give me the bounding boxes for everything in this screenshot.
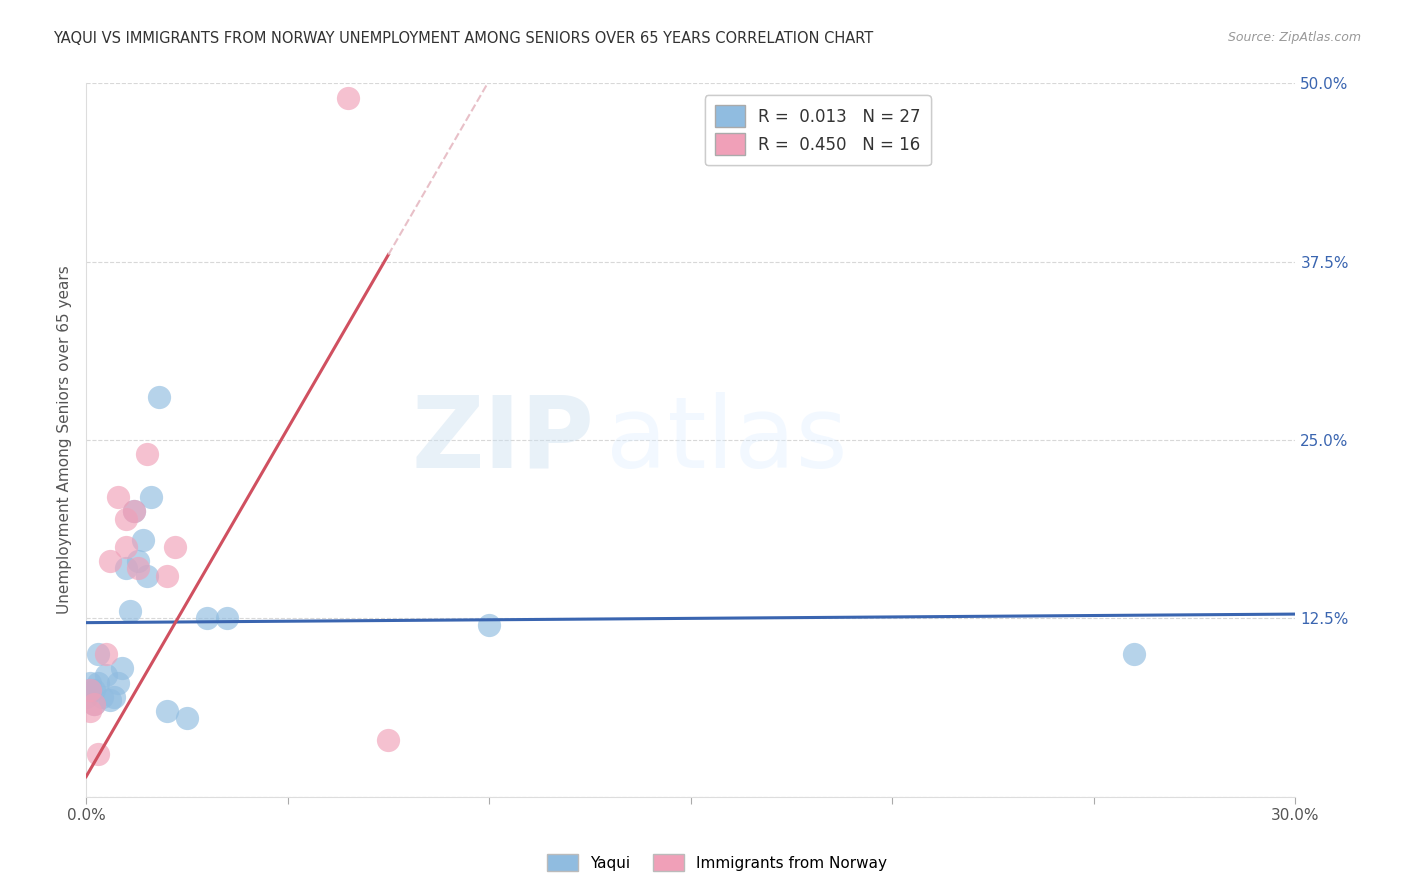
Point xyxy=(87,675,110,690)
Point xyxy=(103,690,125,704)
Point xyxy=(127,561,149,575)
Point xyxy=(96,668,118,682)
Y-axis label: Unemployment Among Seniors over 65 years: Unemployment Among Seniors over 65 years xyxy=(58,266,72,615)
Point xyxy=(87,647,110,661)
Point xyxy=(139,490,162,504)
Point xyxy=(377,732,399,747)
Point xyxy=(124,504,146,518)
Point xyxy=(156,704,179,718)
Point xyxy=(75,690,97,704)
Point xyxy=(195,611,218,625)
Point xyxy=(111,661,134,675)
Text: YAQUI VS IMMIGRANTS FROM NORWAY UNEMPLOYMENT AMONG SENIORS OVER 65 YEARS CORRELA: YAQUI VS IMMIGRANTS FROM NORWAY UNEMPLOY… xyxy=(53,31,873,46)
Point xyxy=(83,682,105,697)
Point xyxy=(115,511,138,525)
Legend: Yaqui, Immigrants from Norway: Yaqui, Immigrants from Norway xyxy=(541,848,893,877)
Point xyxy=(135,568,157,582)
Legend: R =  0.013   N = 27, R =  0.450   N = 16: R = 0.013 N = 27, R = 0.450 N = 16 xyxy=(704,95,931,165)
Point xyxy=(98,692,121,706)
Point xyxy=(337,91,360,105)
Point xyxy=(1123,647,1146,661)
Point xyxy=(98,554,121,568)
Point xyxy=(115,540,138,554)
Point xyxy=(135,447,157,461)
Point xyxy=(163,540,186,554)
Point xyxy=(83,697,105,711)
Point xyxy=(79,682,101,697)
Point xyxy=(148,390,170,404)
Point xyxy=(96,647,118,661)
Point xyxy=(87,747,110,761)
Point xyxy=(127,554,149,568)
Point xyxy=(217,611,239,625)
Point xyxy=(176,711,198,725)
Point xyxy=(120,604,142,618)
Point xyxy=(115,561,138,575)
Point xyxy=(79,682,101,697)
Point xyxy=(156,568,179,582)
Point xyxy=(91,690,114,704)
Point xyxy=(124,504,146,518)
Point xyxy=(478,618,501,632)
Point xyxy=(107,490,129,504)
Text: Source: ZipAtlas.com: Source: ZipAtlas.com xyxy=(1227,31,1361,45)
Point xyxy=(79,675,101,690)
Text: ZIP: ZIP xyxy=(411,392,593,489)
Point xyxy=(83,697,105,711)
Text: atlas: atlas xyxy=(606,392,848,489)
Point xyxy=(107,675,129,690)
Point xyxy=(79,704,101,718)
Point xyxy=(131,533,153,547)
